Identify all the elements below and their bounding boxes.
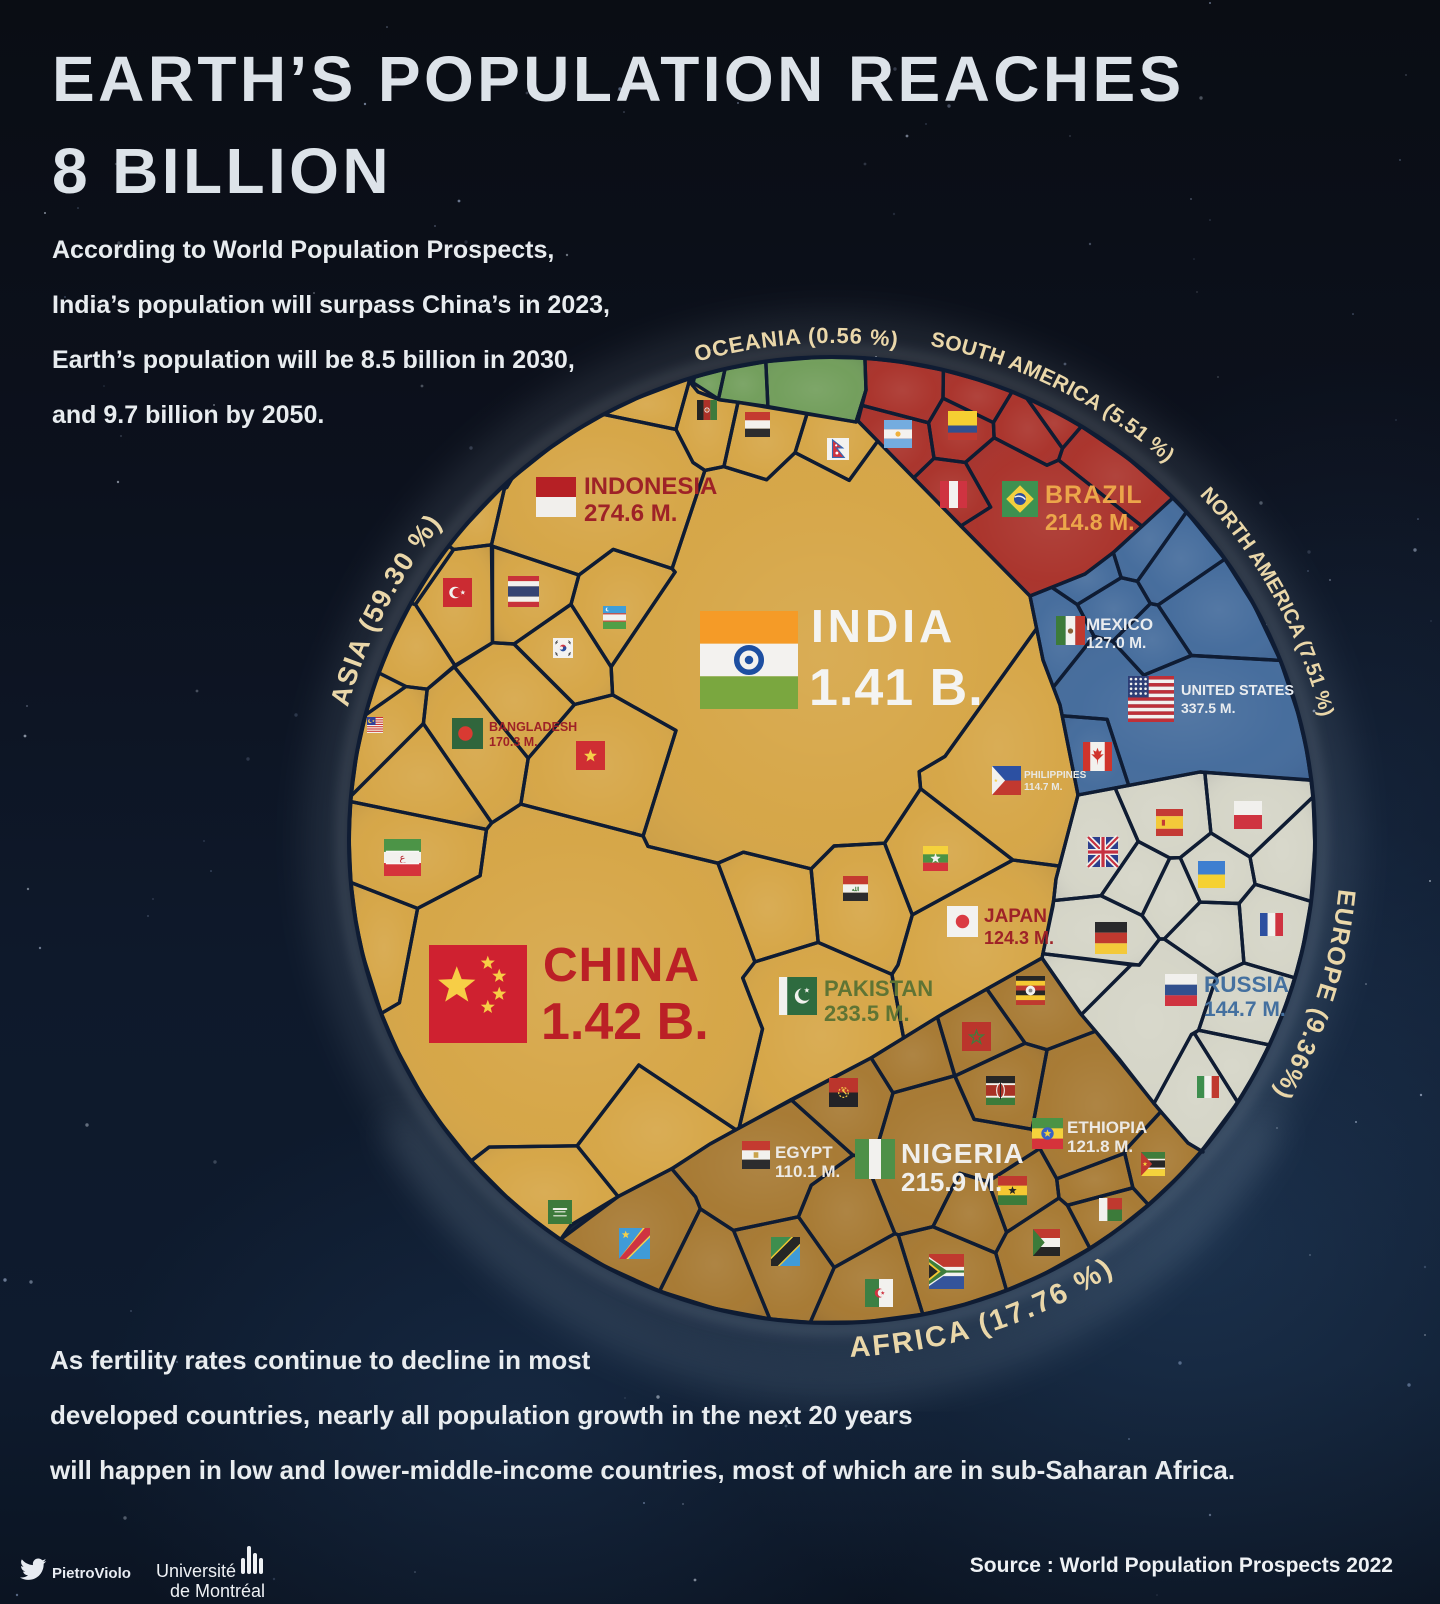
svg-text:developed countries, nearly al: developed countries, nearly all populati… bbox=[50, 1400, 913, 1430]
svg-text:PAKISTAN: PAKISTAN bbox=[824, 976, 933, 1001]
svg-text:EARTH’S POPULATION REACHES: EARTH’S POPULATION REACHES bbox=[52, 43, 1185, 115]
svg-text:According to World Population: According to World Population Prospects, bbox=[52, 236, 554, 264]
svg-text:PHILIPPINES: PHILIPPINES bbox=[1024, 770, 1087, 781]
svg-text:RUSSIA: RUSSIA bbox=[1204, 972, 1289, 997]
svg-text:110.1 M.: 110.1 M. bbox=[775, 1162, 840, 1181]
svg-text:INDONESIA: INDONESIA bbox=[584, 473, 717, 500]
svg-text:114.7 M.: 114.7 M. bbox=[1024, 782, 1063, 793]
svg-text:ETHIOPIA: ETHIOPIA bbox=[1067, 1118, 1147, 1137]
svg-text:233.5 M.: 233.5 M. bbox=[824, 1001, 910, 1026]
svg-text:India’s population will surpas: India’s population will surpass China’s … bbox=[52, 291, 610, 319]
svg-text:337.5 M.: 337.5 M. bbox=[1181, 700, 1235, 716]
svg-text:BANGLADESH: BANGLADESH bbox=[489, 720, 577, 734]
svg-text:CHINA: CHINA bbox=[543, 939, 700, 992]
svg-text:الله: الله bbox=[852, 887, 860, 893]
svg-text:will happen in low and lower-m: will happen in low and lower-middle-inco… bbox=[49, 1455, 1235, 1485]
svg-text:1.41 B.: 1.41 B. bbox=[809, 659, 984, 717]
svg-text:INDIA: INDIA bbox=[811, 600, 956, 652]
svg-text:215.9 M.: 215.9 M. bbox=[901, 1167, 1002, 1197]
svg-text:Université: Université bbox=[156, 1561, 236, 1581]
svg-text:EGYPT: EGYPT bbox=[775, 1143, 833, 1162]
svg-text:PietroViolo: PietroViolo bbox=[52, 1565, 131, 1582]
svg-text:124.3 M.: 124.3 M. bbox=[984, 928, 1054, 948]
svg-text:ع: ع bbox=[400, 853, 406, 864]
svg-text:8 BILLION: 8 BILLION bbox=[52, 135, 392, 207]
svg-text:JAPAN: JAPAN bbox=[984, 906, 1047, 927]
svg-text:UNITED STATES: UNITED STATES bbox=[1181, 683, 1294, 699]
svg-text:144.7 M.: 144.7 M. bbox=[1204, 998, 1286, 1021]
svg-text:Earth’s population will be 8.5: Earth’s population will be 8.5 billion i… bbox=[52, 346, 575, 374]
svg-text:214.8 M.: 214.8 M. bbox=[1045, 509, 1135, 535]
svg-text:MEXICO: MEXICO bbox=[1086, 615, 1153, 634]
svg-text:de Montréal: de Montréal bbox=[170, 1581, 265, 1601]
svg-text:As fertility rates continue to: As fertility rates continue to decline i… bbox=[50, 1345, 591, 1375]
svg-text:121.8 M.: 121.8 M. bbox=[1067, 1137, 1133, 1156]
svg-text:274.6 M.: 274.6 M. bbox=[584, 500, 677, 527]
svg-text:Source : World Population Pros: Source : World Population Prospects 2022 bbox=[970, 1554, 1393, 1577]
svg-text:and 9.7 billion by 2050.: and 9.7 billion by 2050. bbox=[52, 401, 324, 429]
svg-text:1.42 B.: 1.42 B. bbox=[541, 993, 709, 1051]
svg-text:170.3 M.: 170.3 M. bbox=[489, 735, 538, 749]
svg-text:NIGERIA: NIGERIA bbox=[901, 1138, 1025, 1169]
svg-text:BRAZIL: BRAZIL bbox=[1045, 481, 1143, 509]
svg-text:127.0 M.: 127.0 M. bbox=[1086, 635, 1146, 652]
